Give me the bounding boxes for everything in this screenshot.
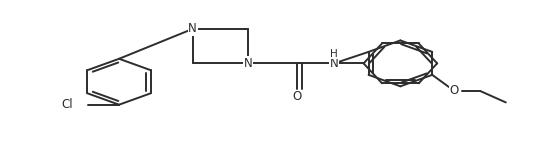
Text: O: O <box>293 90 302 103</box>
Text: H: H <box>330 49 338 59</box>
Text: N: N <box>243 57 252 70</box>
Text: Cl: Cl <box>62 98 73 111</box>
Text: O: O <box>450 84 459 97</box>
Text: N: N <box>330 57 339 70</box>
Text: N: N <box>188 22 197 35</box>
